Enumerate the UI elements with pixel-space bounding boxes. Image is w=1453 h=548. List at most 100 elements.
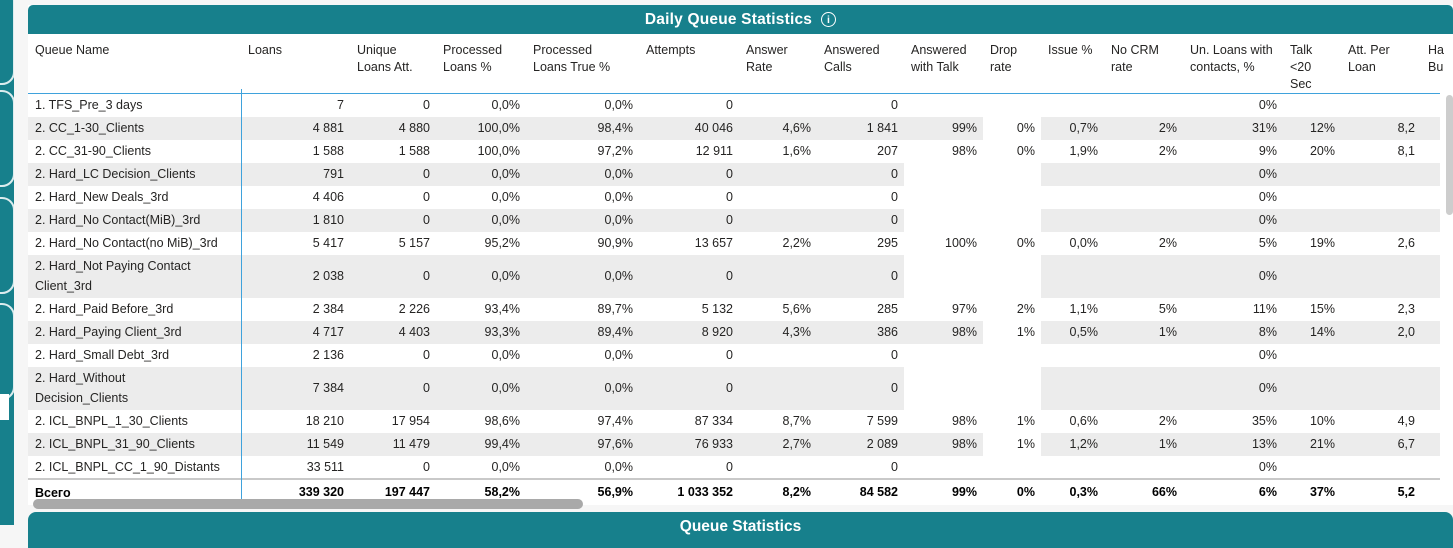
cell-issue-pct[interactable]: 0,7% [1041,116,1104,140]
cell-processed-loans-pct[interactable]: 0,0% [436,162,526,186]
column-header-processed-loans-true[interactable]: Processed Loans True % [526,37,639,94]
cell-answered-with-talk[interactable] [904,162,983,186]
cell-loans[interactable]: 7 384 [241,366,350,410]
cell-drop-rate[interactable]: 0% [983,116,1041,140]
cell-loans[interactable]: 4 881 [241,116,350,140]
cell-issue-pct[interactable]: 1,1% [1069,301,1099,316]
queue-name-cell[interactable]: 2. ICL_BNPL_CC_1_90_Distants [35,459,220,474]
cell-no-crm-rate[interactable]: 2% [1158,413,1177,428]
cell-drop-rate[interactable]: 0% [983,139,1041,163]
cell-processed-loans-pct[interactable]: 0,0% [436,254,526,298]
cell-unique-loans-att[interactable]: 2 226 [398,301,430,316]
cell-processed-loans-true[interactable]: 0,0% [526,208,639,232]
column-header-answer-rate[interactable]: Answer Rate [739,37,817,94]
cell-answer-rate[interactable]: 5,6% [782,301,812,316]
column-header-no-crm-rate[interactable]: No CRM rate [1104,37,1183,94]
cell-truncated-column[interactable] [1421,162,1440,186]
cell-answered-calls[interactable]: 0 [817,254,904,298]
cell-drop-rate[interactable] [983,366,1041,410]
cell-answered-calls[interactable]: 0 [891,347,898,362]
cell-att-per-loan[interactable] [1341,186,1421,209]
cell-talk-under-20-sec[interactable]: 20% [1309,143,1335,158]
cell-answer-rate[interactable] [739,94,817,117]
cell-drop-rate[interactable] [983,93,1041,117]
cell-unique-loans-att[interactable]: 0 [423,98,430,112]
cell-no-crm-rate[interactable]: 2% [1158,143,1177,158]
cell-answered-calls[interactable]: 1 841 [817,116,904,140]
cell-attempts[interactable]: 0 [726,459,733,474]
cell-att-per-loan[interactable]: 8,2 [1341,116,1421,140]
cell-unique-loans-att[interactable]: 17 954 [391,413,430,428]
cell-att-per-loan[interactable] [1341,456,1421,480]
cell-unique-loans-att[interactable]: 1 588 [398,143,430,158]
cell-un-loans-with-contacts[interactable]: 6% [1183,478,1283,505]
cell-attempts[interactable]: 8 920 [639,320,739,344]
cell-loans[interactable]: 2 136 [312,347,344,362]
cell-talk-under-20-sec[interactable] [1283,162,1341,186]
cell-att-per-loan[interactable] [1341,344,1421,367]
cell-attempts[interactable]: 40 046 [639,116,739,140]
cell-talk-under-20-sec[interactable] [1283,94,1341,117]
cell-attempts[interactable]: 12 911 [695,143,733,158]
cell-processed-loans-pct[interactable]: 100,0% [436,116,526,140]
nav-pill-button[interactable] [0,197,14,294]
cell-answered-with-talk[interactable] [904,343,983,367]
cell-att-per-loan[interactable] [1341,162,1421,186]
cell-loans[interactable]: 2 038 [241,254,350,298]
cell-truncated-column[interactable] [1421,116,1440,140]
cell-talk-under-20-sec[interactable]: 14% [1283,320,1341,344]
cell-processed-loans-true[interactable]: 89,4% [526,320,639,344]
cell-issue-pct[interactable] [1041,254,1104,298]
cell-talk-under-20-sec[interactable]: 12% [1283,116,1341,140]
cell-answered-with-talk[interactable]: 98% [951,413,977,428]
cell-processed-loans-pct[interactable]: 93,3% [436,320,526,344]
cell-answered-calls[interactable]: 295 [877,235,898,250]
cell-no-crm-rate[interactable]: 1% [1104,320,1183,344]
cell-talk-under-20-sec[interactable]: 15% [1309,301,1335,316]
cell-unique-loans-att[interactable]: 0 [423,189,430,204]
nav-pill-button[interactable] [0,303,14,400]
info-icon[interactable]: i [821,12,837,27]
cell-issue-pct[interactable]: 0,0% [1069,235,1099,250]
cell-answered-calls[interactable]: 0 [817,366,904,410]
cell-processed-loans-pct[interactable]: 0,0% [491,98,521,112]
cell-answered-calls[interactable]: 386 [817,320,904,344]
queue-name-cell[interactable]: 2. CC_1-30_Clients [28,116,241,140]
cell-att-per-loan[interactable]: 2,3 [1397,301,1415,316]
cell-un-loans-with-contacts[interactable]: 9% [1258,143,1277,158]
queue-name-cell[interactable]: 2. ICL_BNPL_1_30_Clients [35,414,188,428]
column-header-talk-under-20-sec[interactable]: Talk <20 Sec [1283,37,1341,94]
column-header-unique-loans-att[interactable]: Unique Loans Att. [350,37,436,94]
cell-answer-rate[interactable] [739,344,817,367]
cell-drop-rate[interactable] [983,185,1041,209]
cell-unique-loans-att[interactable]: 11 479 [350,432,436,456]
cell-unique-loans-att[interactable]: 5 157 [398,235,430,250]
cell-answered-with-talk[interactable]: 98% [904,320,983,344]
cell-attempts[interactable]: 76 933 [639,432,739,456]
column-header-answered-calls[interactable]: Answered Calls [817,37,904,94]
column-header-un-loans-with-contacts[interactable]: Un. Loans with contacts, % [1183,37,1283,94]
cell-truncated-column[interactable] [1421,140,1440,163]
cell-truncated-column[interactable] [1421,186,1440,209]
cell-loans[interactable]: 791 [241,162,350,186]
cell-unique-loans-att[interactable]: 0 [350,162,436,186]
nav-pill-button[interactable] [0,90,14,187]
cell-drop-rate[interactable] [983,254,1041,298]
cell-att-per-loan[interactable] [1341,94,1421,117]
cell-answered-with-talk[interactable] [904,366,983,410]
cell-issue-pct[interactable] [1041,208,1104,232]
vertical-scrollbar[interactable] [1446,95,1453,215]
cell-att-per-loan[interactable]: 8,1 [1397,143,1415,158]
cell-processed-loans-true[interactable]: 97,4% [597,413,633,428]
cell-processed-loans-pct[interactable]: 0,0% [436,366,526,410]
cell-answered-calls[interactable]: 0 [817,162,904,186]
cell-un-loans-with-contacts[interactable]: 8% [1183,320,1283,344]
cell-processed-loans-true[interactable]: 90,9% [597,235,633,250]
cell-loans[interactable]: 2 384 [312,301,344,316]
cell-unique-loans-att[interactable]: 0 [350,366,436,410]
queue-name-cell[interactable]: 2. Hard_Not Paying Contact Client_3rd [28,254,241,298]
queue-name-cell[interactable]: 2. Hard_LC Decision_Clients [28,162,241,186]
cell-no-crm-rate[interactable]: 1% [1104,432,1183,456]
cell-answered-with-talk[interactable]: 98% [904,432,983,456]
cell-processed-loans-pct[interactable]: 95,2% [484,235,520,250]
